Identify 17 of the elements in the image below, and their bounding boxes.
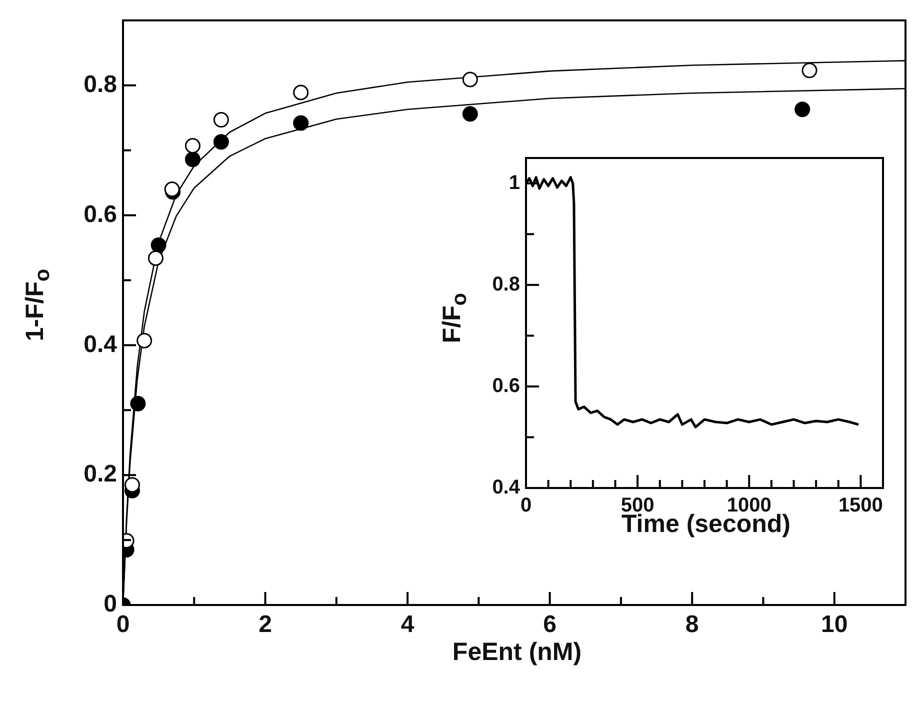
- x-tick-label: 8: [685, 611, 699, 638]
- y-tick-label: 0.8: [84, 70, 117, 98]
- y-tick-label: 1: [508, 172, 520, 194]
- x-tick-label: 10: [821, 611, 848, 638]
- x-tick-label: 1000: [726, 494, 772, 517]
- x-axis-title: FeEnt (nM): [452, 638, 582, 667]
- x-tick-label: 6: [543, 611, 556, 638]
- y-tick-label: 0: [104, 590, 117, 618]
- y-tick-label: 0.4: [84, 330, 118, 358]
- y-tick-label: 0.6: [492, 374, 520, 397]
- x-tick-label: 2: [258, 611, 272, 638]
- y-tick-label: 0.2: [84, 460, 117, 488]
- y-tick-label: 0.4: [492, 476, 521, 499]
- y-tick-label: 0.8: [492, 273, 520, 296]
- x-tick-label: 4: [400, 611, 415, 638]
- y-tick-label: 0.6: [84, 200, 117, 228]
- x-tick-label: 1500: [838, 494, 883, 517]
